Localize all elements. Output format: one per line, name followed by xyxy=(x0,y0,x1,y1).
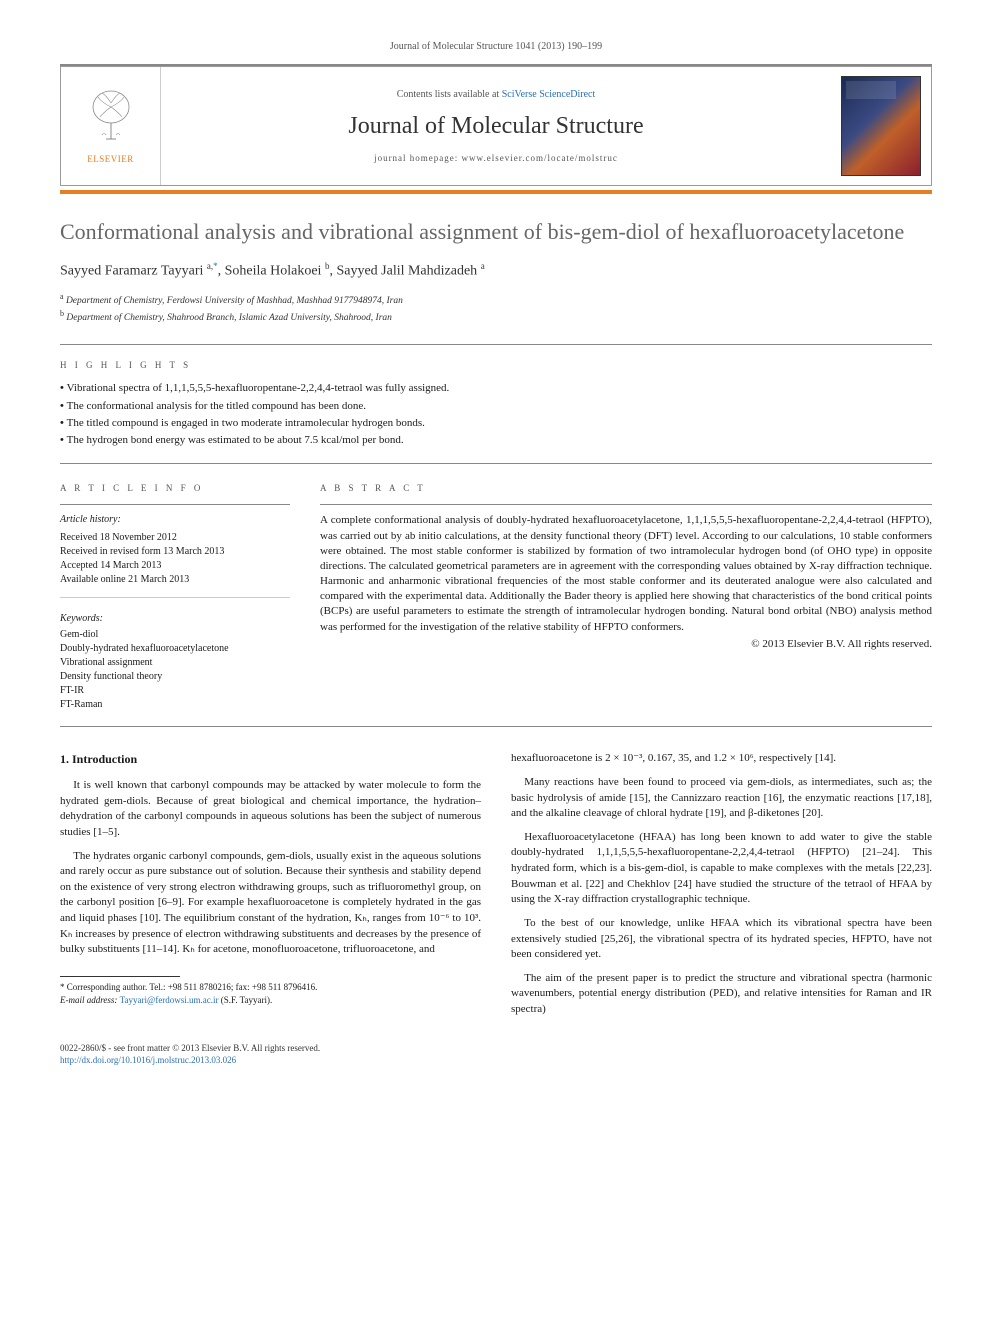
abstract-text: A complete conformational analysis of do… xyxy=(320,513,932,634)
highlights-list: Vibrational spectra of 1,1,1,5,5,5-hexaf… xyxy=(60,381,932,449)
keyword: FT-Raman xyxy=(60,698,290,712)
rule-kw xyxy=(60,597,290,598)
doi-line: http://dx.doi.org/10.1016/j.molstruc.201… xyxy=(60,1054,932,1067)
bottom-block: 0022-2860/$ - see front matter © 2013 El… xyxy=(60,1042,932,1067)
abstract-col: A B S T R A C T A complete conformationa… xyxy=(320,468,932,713)
rule-1 xyxy=(60,344,932,345)
highlight-item: The conformational analysis for the titl… xyxy=(60,399,932,414)
doi-prefix[interactable]: http://dx.doi.org/ xyxy=(60,1055,121,1065)
publisher-right xyxy=(831,67,931,185)
keyword: FT-IR xyxy=(60,684,290,698)
elsevier-tree-icon xyxy=(86,87,136,147)
rule-info xyxy=(60,504,290,505)
affiliation-a-text: Department of Chemistry, Ferdowsi Univer… xyxy=(66,296,403,306)
running-head: Journal of Molecular Structure 1041 (201… xyxy=(60,40,932,54)
affiliation-a: a Department of Chemistry, Ferdowsi Univ… xyxy=(60,291,932,308)
article-title: Conformational analysis and vibrational … xyxy=(60,218,932,246)
body-col-right: hexafluoroacetone is 2 × 10⁻³, 0.167, 35… xyxy=(511,751,932,1025)
journal-cover-thumb xyxy=(841,76,921,176)
footnote-email-label: E-mail address: xyxy=(60,995,120,1005)
article-info-col: A R T I C L E I N F O Article history: R… xyxy=(60,468,290,713)
author-1: Sayyed Faramarz Tayyari xyxy=(60,263,203,278)
homepage-prefix: journal homepage: xyxy=(374,153,461,163)
body-col-left: 1. Introduction It is well known that ca… xyxy=(60,751,481,1025)
journal-name: Journal of Molecular Structure xyxy=(348,110,643,144)
article-history-lines: Received 18 November 2012 Received in re… xyxy=(60,531,290,587)
affiliation-b: b Department of Chemistry, Shahrood Bran… xyxy=(60,308,932,325)
homepage-line: journal homepage: www.elsevier.com/locat… xyxy=(374,152,618,165)
history-line: Accepted 14 March 2013 xyxy=(60,559,290,573)
article-info-label: A R T I C L E I N F O xyxy=(60,482,290,495)
corresponding-star[interactable]: * xyxy=(213,261,218,271)
footnote: * Corresponding author. Tel.: +98 511 87… xyxy=(60,981,481,1006)
para-r-4: The aim of the present paper is to predi… xyxy=(511,971,932,1018)
orange-bar xyxy=(60,190,932,194)
author-3: Sayyed Jalil Mahdizadeh xyxy=(336,263,477,278)
keyword: Doubly-hydrated hexafluoroacetylacetone xyxy=(60,642,290,656)
sciencedirect-link[interactable]: SciVerse ScienceDirect xyxy=(502,89,596,100)
history-line: Received 18 November 2012 xyxy=(60,531,290,545)
affiliation-b-text: Department of Chemistry, Shahrood Branch… xyxy=(66,313,392,323)
footnote-text: Corresponding author. Tel.: +98 511 8780… xyxy=(67,982,318,992)
para-r-1: Many reactions have been found to procee… xyxy=(511,775,932,822)
history-line: Available online 21 March 2013 xyxy=(60,573,290,587)
rule-3 xyxy=(60,726,932,727)
publisher-center: Contents lists available at SciVerse Sci… xyxy=(161,67,831,185)
footnote-star: * xyxy=(60,982,67,992)
author-2-sup: b xyxy=(325,261,330,271)
contents-prefix: Contents lists available at xyxy=(397,89,502,100)
highlight-item: The titled compound is engaged in two mo… xyxy=(60,416,932,431)
copyright-line: © 2013 Elsevier B.V. All rights reserved… xyxy=(320,637,932,652)
highlight-item: Vibrational spectra of 1,1,1,5,5,5-hexaf… xyxy=(60,381,932,396)
para-r-2: Hexafluoroacetylacetone (HFAA) has long … xyxy=(511,830,932,908)
rule-2 xyxy=(60,463,932,464)
para-r-0: hexafluoroacetone is 2 × 10⁻³, 0.167, 35… xyxy=(511,751,932,767)
homepage-url[interactable]: www.elsevier.com/locate/molstruc xyxy=(462,153,618,163)
history-line: Received in revised form 13 March 2013 xyxy=(60,545,290,559)
footnote-rule xyxy=(60,976,180,977)
elsevier-label: ELSEVIER xyxy=(87,153,134,166)
keywords-lines: Gem-diol Doubly-hydrated hexafluoroacety… xyxy=(60,628,290,712)
doi-link[interactable]: 10.1016/j.molstruc.2013.03.026 xyxy=(121,1055,236,1065)
keyword: Gem-diol xyxy=(60,628,290,642)
front-matter-line: 0022-2860/$ - see front matter © 2013 El… xyxy=(60,1042,932,1055)
para-l-1: The hydrates organic carbonyl compounds,… xyxy=(60,849,481,958)
footnote-email-link[interactable]: Tayyari@ferdowsi.um.ac.ir xyxy=(120,995,219,1005)
highlights-label: H I G H L I G H T S xyxy=(60,359,932,372)
intro-heading: 1. Introduction xyxy=(60,751,481,768)
info-abstract-row: A R T I C L E I N F O Article history: R… xyxy=(60,468,932,713)
keywords-label: Keywords: xyxy=(60,612,290,626)
author-3-sup: a xyxy=(481,261,485,271)
para-r-3: To the best of our knowledge, unlike HFA… xyxy=(511,916,932,963)
authors-line: Sayyed Faramarz Tayyari a,*, Soheila Hol… xyxy=(60,260,932,281)
keyword: Vibrational assignment xyxy=(60,656,290,670)
keyword: Density functional theory xyxy=(60,670,290,684)
footnote-email-suffix: (S.F. Tayyari). xyxy=(219,995,273,1005)
publisher-left: ELSEVIER xyxy=(61,67,161,185)
body-columns: 1. Introduction It is well known that ca… xyxy=(60,751,932,1025)
affiliations: a Department of Chemistry, Ferdowsi Univ… xyxy=(60,291,932,326)
author-2: Soheila Holakoei xyxy=(225,263,322,278)
contents-line: Contents lists available at SciVerse Sci… xyxy=(397,88,596,102)
publisher-box: ELSEVIER Contents lists available at Sci… xyxy=(60,66,932,186)
abstract-label: A B S T R A C T xyxy=(320,482,932,495)
highlight-item: The hydrogen bond energy was estimated t… xyxy=(60,433,932,448)
para-l-0: It is well known that carbonyl compounds… xyxy=(60,778,481,840)
rule-abs xyxy=(320,504,932,505)
article-history-label: Article history: xyxy=(60,513,290,527)
